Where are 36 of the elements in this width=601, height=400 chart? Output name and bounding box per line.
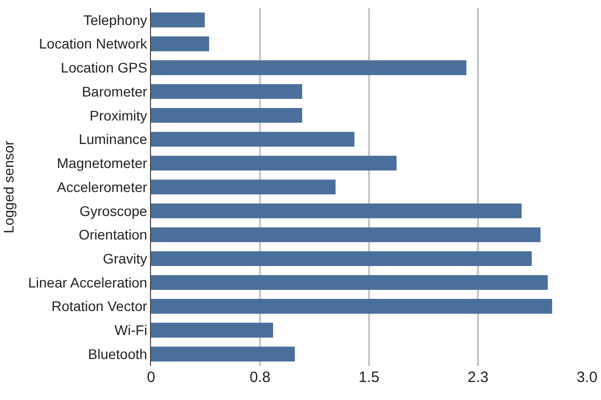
bar	[151, 36, 210, 52]
bar	[151, 84, 302, 99]
bar	[151, 227, 540, 242]
y-tick-label: Wi-Fi	[114, 322, 148, 338]
y-tick-label: Location GPS	[60, 60, 148, 76]
y-tick-label: Proximity	[90, 107, 148, 124]
x-tick-label: 0.8	[250, 369, 270, 386]
bar	[151, 251, 532, 266]
y-tick-label: Accelerometer	[56, 178, 148, 195]
y-tick-label: Telephony	[83, 12, 148, 28]
x-tick-label: 1.5	[358, 369, 380, 386]
bar	[151, 12, 205, 28]
bar	[151, 346, 295, 362]
bar	[151, 108, 302, 123]
y-tick-label: Bluetooth	[88, 346, 148, 362]
y-tick-label: Barometer	[82, 83, 148, 100]
y-tick-label: Luminance	[78, 131, 148, 148]
y-tick-label: Gravity	[102, 250, 148, 266]
x-tick-label: 2.3	[468, 369, 488, 386]
bar	[151, 203, 522, 218]
y-tick-label: Linear Acceleration	[28, 274, 148, 290]
bar	[151, 275, 548, 290]
x-tick-label: 3.0	[576, 369, 598, 386]
bar	[151, 156, 397, 171]
y-tick-label: Location Network	[39, 36, 148, 52]
y-axis-title: Logged sensor	[0, 140, 17, 234]
bar	[151, 132, 354, 147]
y-tick-label: Gyroscope	[79, 202, 148, 219]
y-tick-label: Magnetometer	[56, 155, 148, 172]
y-tick-label: Rotation Vector	[51, 298, 148, 314]
bar	[151, 298, 552, 314]
y-tick-label: Orientation	[78, 226, 148, 243]
bar	[151, 180, 336, 194]
bar	[151, 60, 466, 76]
bar	[151, 322, 274, 338]
x-tick-label: 0	[146, 369, 156, 386]
